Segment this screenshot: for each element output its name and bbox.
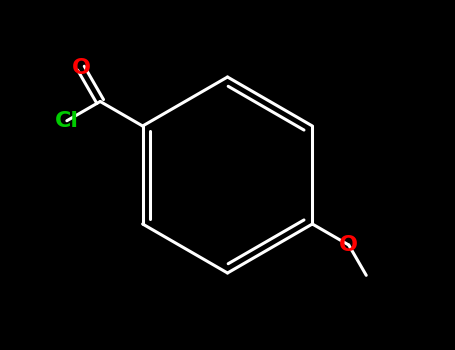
Text: O: O xyxy=(71,58,91,78)
Text: Cl: Cl xyxy=(55,111,79,131)
Text: O: O xyxy=(339,235,358,255)
